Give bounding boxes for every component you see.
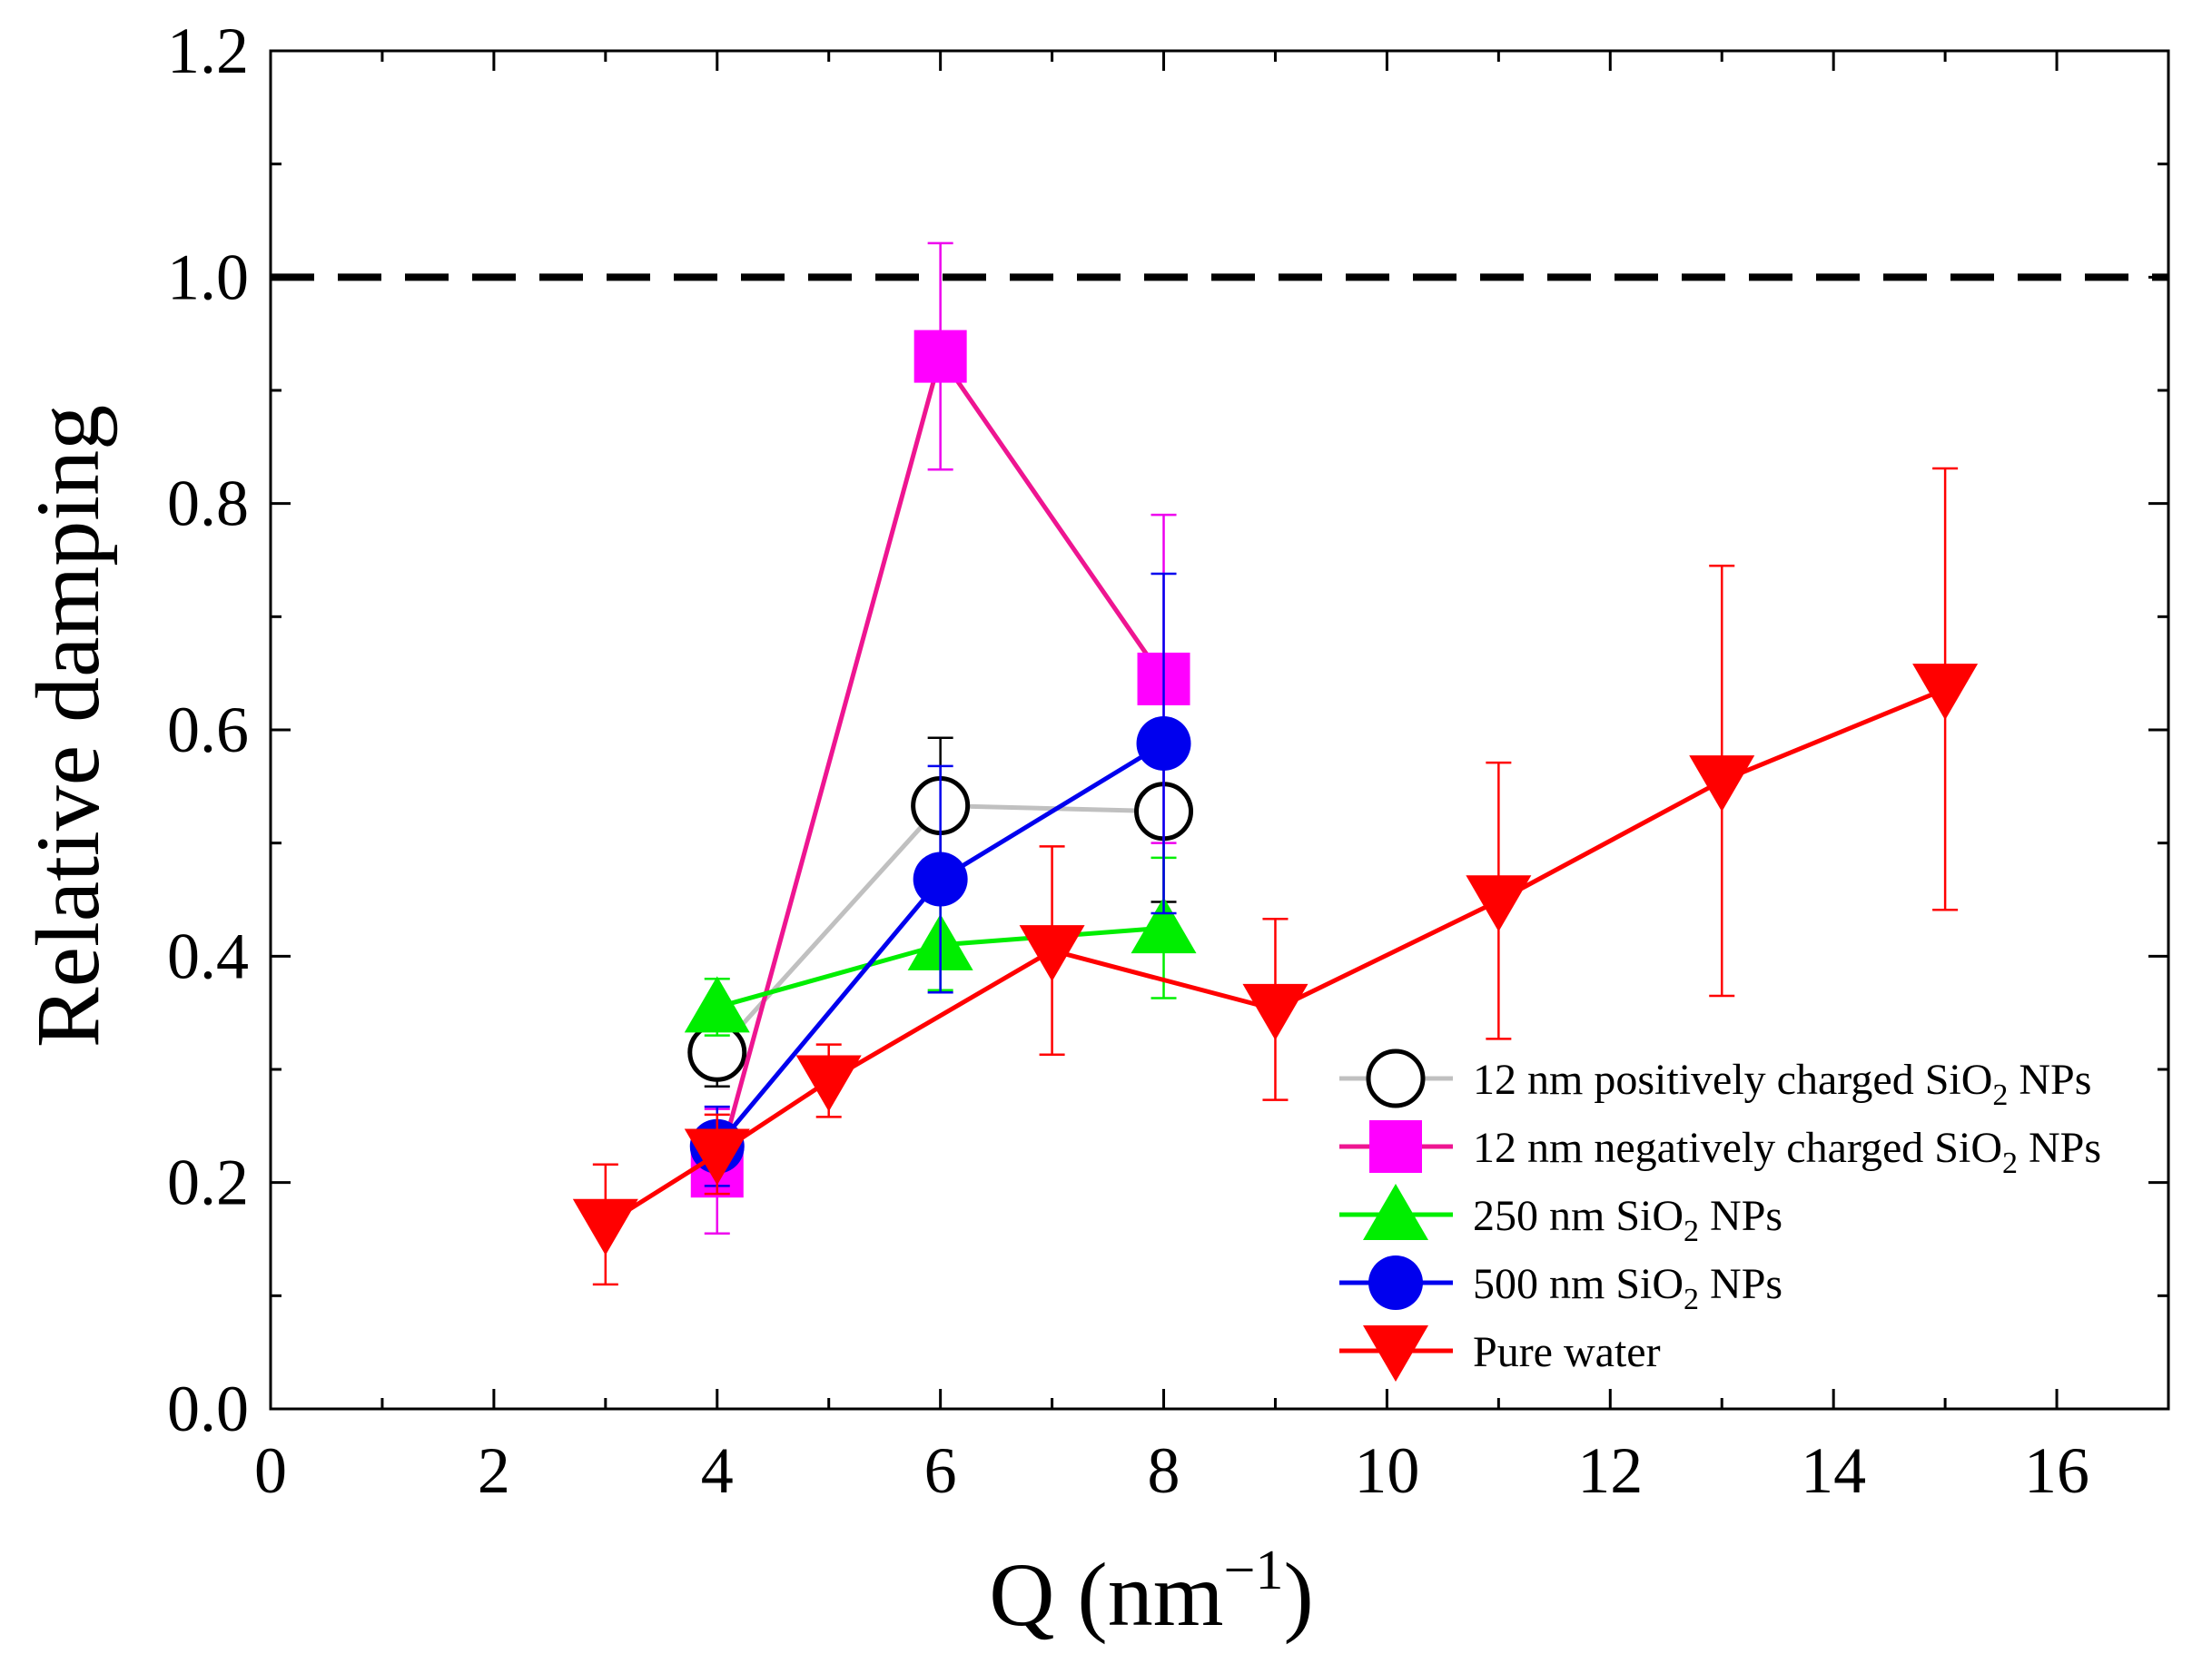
data-point xyxy=(684,1128,750,1186)
x-axis-title-close: ) xyxy=(1283,1544,1313,1645)
series-4 xyxy=(689,572,1191,1187)
data-point xyxy=(1019,925,1085,982)
y-tick-label: 0.6 xyxy=(167,694,249,766)
data-point xyxy=(1131,897,1197,954)
legend-item: 12 nm positively charged SiO2 NPs xyxy=(1339,1049,2091,1112)
data-point xyxy=(1136,715,1191,771)
y-tick-label: 0.4 xyxy=(167,920,249,992)
x-tick-label: 12 xyxy=(1577,1434,1643,1507)
legend-label: 500 nm SiO2 NPs xyxy=(1473,1260,1782,1316)
x-axis-title-main: Q (nm xyxy=(989,1544,1223,1645)
legend: 12 nm positively charged SiO2 NPs 12 nm n… xyxy=(1339,1049,2101,1382)
x-axis-title: Q (nm−1) xyxy=(989,1540,1314,1645)
legend-label: 12 nm negatively charged SiO2 NPs xyxy=(1473,1124,2101,1180)
y-tick-label: 0.0 xyxy=(167,1373,249,1445)
data-point xyxy=(1912,664,1979,721)
y-tick-label: 0.8 xyxy=(167,468,249,540)
series-layer xyxy=(572,241,1979,1286)
legend-item: 250 nm SiO2 NPs xyxy=(1339,1184,1782,1248)
axes-layer: 0 2 4 6 8 10 12 14 16 0.0 0.2 0.4 0.6 0.8 1.0 1.2 xyxy=(167,15,2170,1507)
data-point xyxy=(795,1055,862,1112)
data-point xyxy=(913,330,967,383)
x-axis-title-sup: −1 xyxy=(1224,1540,1284,1601)
data-point xyxy=(572,1198,638,1255)
x-tick-label: 2 xyxy=(478,1434,510,1507)
series-2 xyxy=(690,241,1190,1236)
plot-frame xyxy=(269,49,2170,1411)
legend-label: Pure water xyxy=(1473,1328,1661,1376)
y-tick-label: 1.2 xyxy=(167,15,249,87)
data-point xyxy=(1466,875,1532,932)
data-point xyxy=(913,852,968,907)
legend-marker xyxy=(1366,1049,1426,1108)
legend-marker xyxy=(1369,1120,1422,1173)
x-tick-label: 6 xyxy=(924,1434,957,1507)
x-tick-label: 14 xyxy=(1801,1434,1866,1507)
legend-marker xyxy=(1363,1325,1428,1382)
series-5 xyxy=(572,467,1979,1286)
legend-label: 12 nm positively charged SiO2 NPs xyxy=(1473,1056,2091,1112)
legend-item: Pure water xyxy=(1339,1325,1661,1382)
y-tick-label: 1.0 xyxy=(167,241,249,313)
legend-marker xyxy=(1368,1255,1423,1310)
x-tick-label: 4 xyxy=(701,1434,734,1507)
data-point xyxy=(684,976,750,1033)
x-tick-label: 0 xyxy=(254,1434,287,1507)
data-point xyxy=(1242,983,1308,1040)
x-tick-label: 16 xyxy=(2024,1434,2089,1507)
legend-label: 250 nm SiO2 NPs xyxy=(1473,1192,1782,1248)
x-tick-label: 8 xyxy=(1148,1434,1180,1507)
y-tick-label: 0.2 xyxy=(167,1147,249,1219)
y-axis-title: Relative damping xyxy=(17,405,118,1048)
legend-marker xyxy=(1363,1184,1428,1240)
x-tick-label: 10 xyxy=(1354,1434,1419,1507)
legend-item: 500 nm SiO2 NPs xyxy=(1339,1255,1782,1316)
legend-item: 12 nm negatively charged SiO2 NPs xyxy=(1339,1120,2101,1180)
data-point xyxy=(1689,755,1755,812)
